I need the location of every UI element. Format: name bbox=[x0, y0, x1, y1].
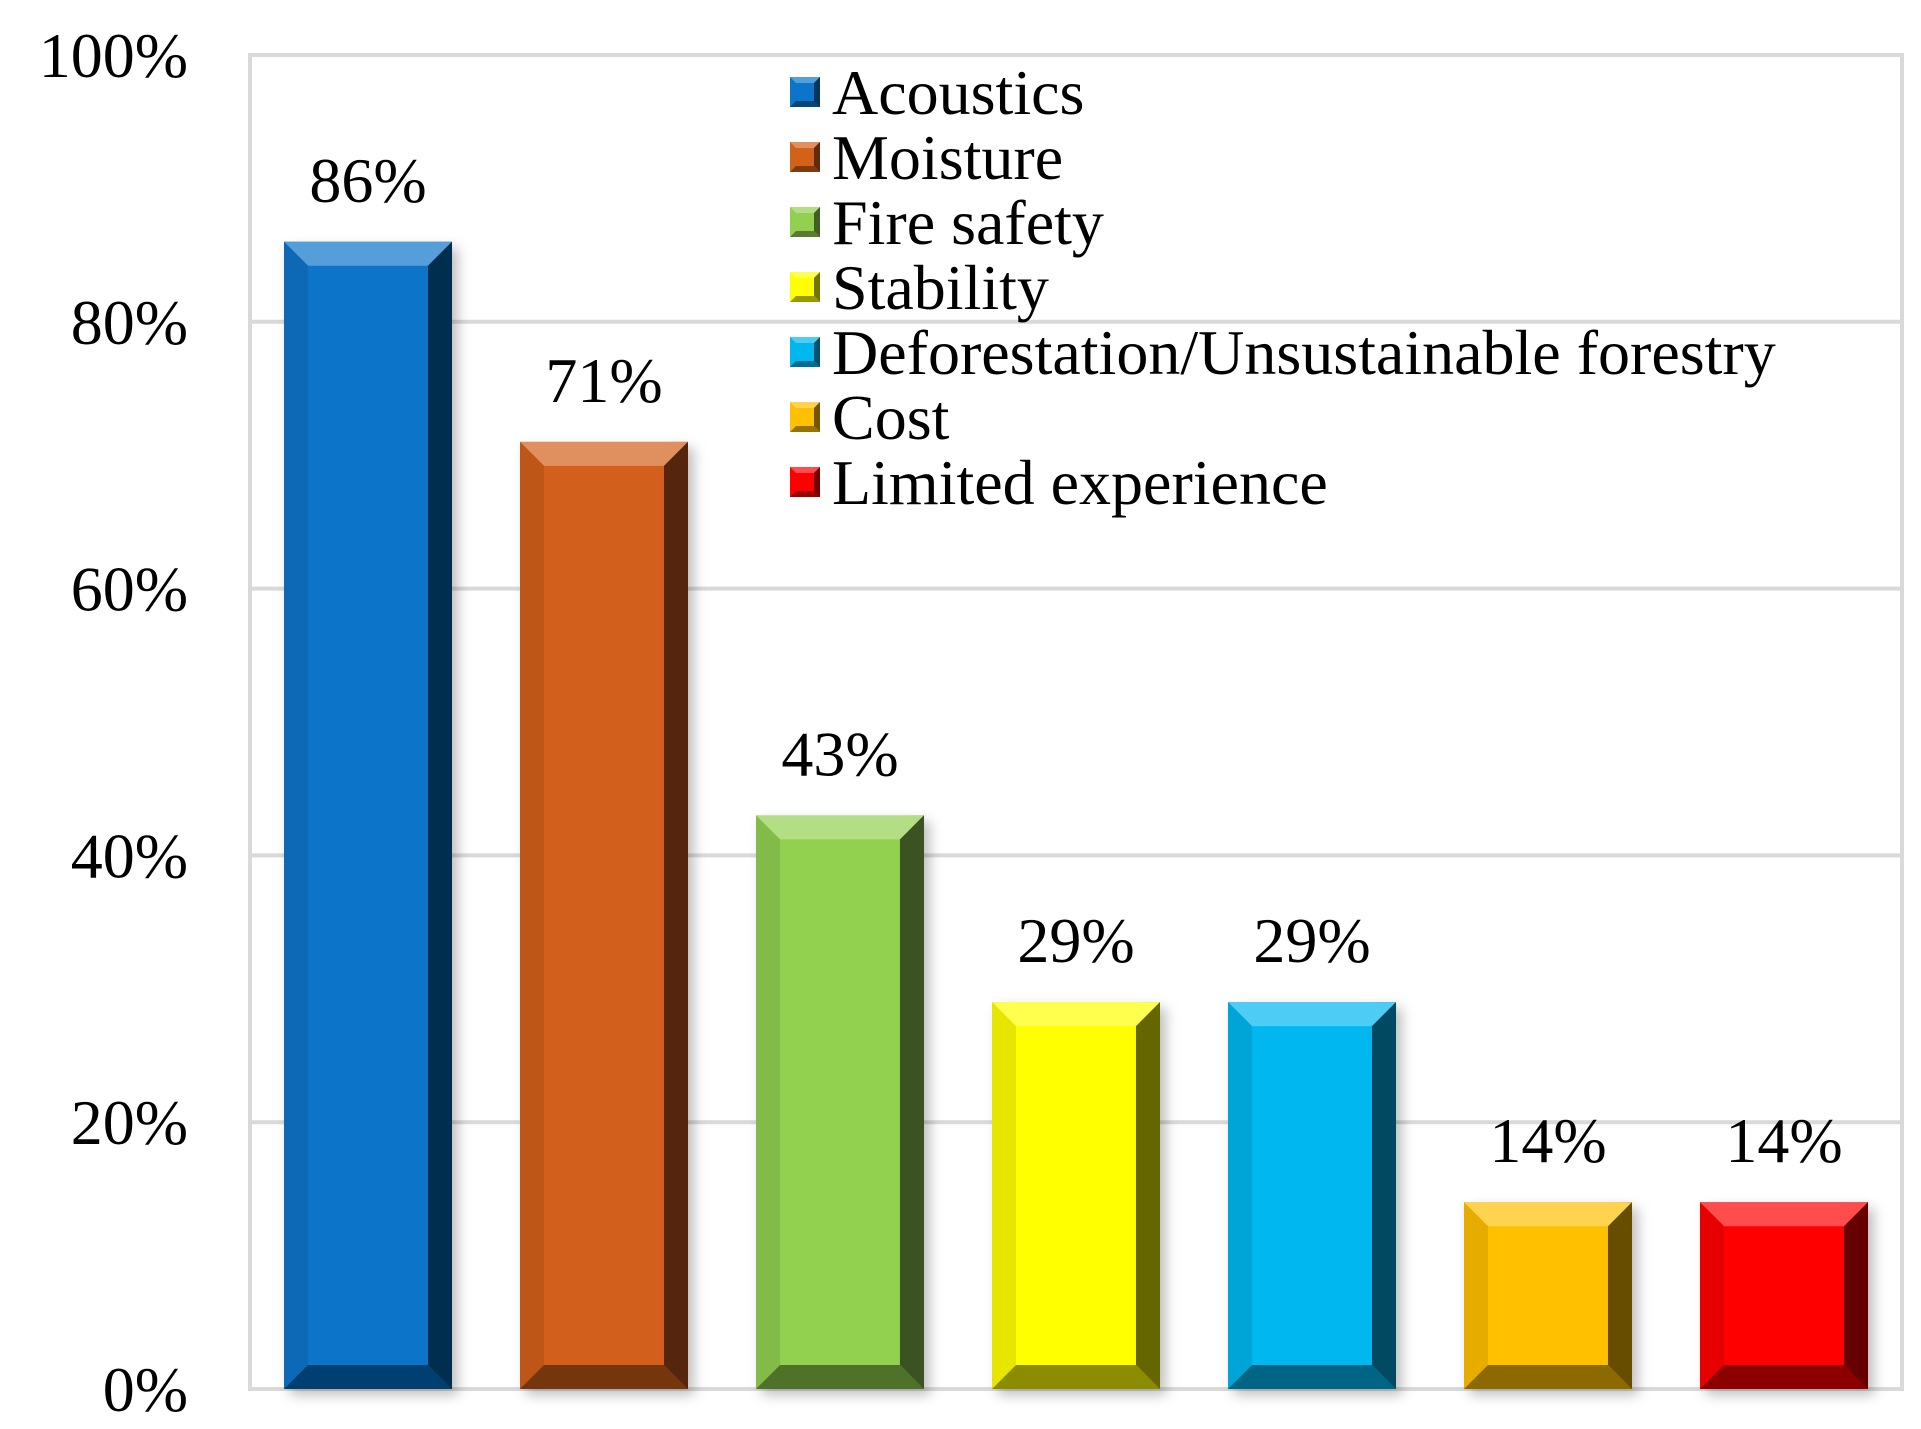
bar bbox=[1464, 1202, 1632, 1389]
bar bbox=[1700, 1202, 1868, 1389]
bar-bevel-right bbox=[900, 815, 924, 1389]
legend-label: Deforestation/Unsustainable forestry bbox=[832, 317, 1776, 388]
data-label: 29% bbox=[1017, 905, 1134, 976]
legend-swatch-bevel bbox=[814, 77, 820, 107]
legend-swatch-bevel bbox=[790, 166, 820, 172]
bar-bevel-top bbox=[1464, 1202, 1632, 1227]
bar-bevel-bottom bbox=[992, 1365, 1160, 1389]
y-tick-label: 20% bbox=[71, 1087, 188, 1158]
legend-item: Acoustics bbox=[790, 57, 1084, 128]
legend-label: Stability bbox=[832, 252, 1049, 323]
legend-swatch-bevel bbox=[790, 142, 820, 148]
bar-bevel-bottom bbox=[1700, 1365, 1868, 1389]
data-labels: 86% 71% 43% 29% 29% 14% 14% bbox=[309, 145, 1842, 1176]
bar-bevel-top bbox=[284, 241, 452, 266]
bar-bevel-right bbox=[1372, 1002, 1396, 1389]
legend-swatch-bevel bbox=[790, 231, 820, 237]
legend-item: Moisture bbox=[790, 122, 1063, 193]
legend-label: Limited experience bbox=[832, 447, 1328, 518]
bar-bevel-top bbox=[520, 441, 688, 466]
legend-swatch-bevel bbox=[814, 337, 820, 367]
legend-swatch-bevel bbox=[790, 296, 820, 302]
bar-bevel-left bbox=[1464, 1202, 1488, 1389]
legend-label: Moisture bbox=[832, 122, 1063, 193]
bar-bevel-top bbox=[756, 815, 924, 840]
bar-bevel-left bbox=[756, 815, 780, 1389]
legend-swatch-bevel bbox=[790, 207, 820, 213]
data-label: 86% bbox=[309, 145, 426, 216]
bar bbox=[1228, 1002, 1396, 1389]
bars bbox=[284, 241, 1868, 1389]
bar-fire-safety bbox=[756, 815, 924, 1389]
bar-acoustics bbox=[284, 241, 452, 1389]
legend-item: Fire safety bbox=[790, 187, 1104, 258]
bar bbox=[520, 441, 688, 1389]
bar-bevel-left bbox=[992, 1002, 1016, 1389]
bar-bevel-left bbox=[284, 241, 308, 1389]
legend-label: Fire safety bbox=[832, 187, 1104, 258]
bar-bevel-right bbox=[1136, 1002, 1160, 1389]
legend-label: Cost bbox=[832, 382, 950, 453]
bar-cost bbox=[1464, 1202, 1632, 1389]
legend-swatch-bevel bbox=[790, 77, 820, 83]
bar-bevel-right bbox=[1608, 1202, 1632, 1389]
legend-item: Limited experience bbox=[790, 447, 1328, 518]
bar bbox=[992, 1002, 1160, 1389]
bar-deforestation-unsustainable-forestry bbox=[1228, 1002, 1396, 1389]
y-tick-label: 100% bbox=[39, 20, 188, 91]
legend-swatch-bevel bbox=[790, 272, 820, 278]
bar bbox=[284, 241, 452, 1389]
legend-item: Deforestation/Unsustainable forestry bbox=[790, 317, 1776, 388]
bar-bevel-top bbox=[1228, 1002, 1396, 1027]
legend-item: Stability bbox=[790, 252, 1049, 323]
bar-bevel-top bbox=[1700, 1202, 1868, 1227]
bar-moisture bbox=[520, 441, 688, 1389]
data-label: 29% bbox=[1253, 905, 1370, 976]
y-tick-label: 80% bbox=[71, 287, 188, 358]
data-label: 71% bbox=[545, 345, 662, 416]
data-label: 14% bbox=[1725, 1105, 1842, 1176]
legend-swatch-bevel bbox=[814, 402, 820, 432]
bar-bevel-left bbox=[1228, 1002, 1252, 1389]
bar-bevel-right bbox=[664, 441, 688, 1389]
legend-swatch-bevel bbox=[790, 337, 820, 343]
bar-bevel-bottom bbox=[520, 1365, 688, 1389]
y-axis: 0% 20% 40% 60% 80% 100% bbox=[39, 20, 188, 1425]
bar-limited-experience bbox=[1700, 1202, 1868, 1389]
bar-bevel-bottom bbox=[284, 1365, 452, 1389]
legend-swatch-bevel bbox=[790, 101, 820, 107]
y-tick-label: 60% bbox=[71, 554, 188, 625]
bar-bevel-left bbox=[1700, 1202, 1724, 1389]
bar-bevel-right bbox=[428, 241, 452, 1389]
legend-swatch-bevel bbox=[814, 467, 820, 497]
bar-bevel-bottom bbox=[756, 1365, 924, 1389]
legend-swatch-bevel bbox=[790, 491, 820, 497]
bar-bevel-top bbox=[992, 1002, 1160, 1027]
bar-bevel-right bbox=[1844, 1202, 1868, 1389]
bar-bevel-bottom bbox=[1464, 1365, 1632, 1389]
legend-swatch-bevel bbox=[790, 402, 820, 408]
bar-bevel-bottom bbox=[1228, 1365, 1396, 1389]
legend-swatch-bevel bbox=[790, 426, 820, 432]
legend-swatch-bevel bbox=[790, 361, 820, 367]
y-tick-label: 40% bbox=[71, 820, 188, 891]
bar-bevel-left bbox=[520, 441, 544, 1389]
legend-swatch-bevel bbox=[790, 467, 820, 473]
legend-swatch-bevel bbox=[814, 272, 820, 302]
bar-stability bbox=[992, 1002, 1160, 1389]
y-tick-label: 0% bbox=[103, 1354, 188, 1425]
legend-item: Cost bbox=[790, 382, 950, 453]
legend-label: Acoustics bbox=[832, 57, 1084, 128]
legend-swatch-bevel bbox=[814, 207, 820, 237]
data-label: 14% bbox=[1489, 1105, 1606, 1176]
bar bbox=[756, 815, 924, 1389]
data-label: 43% bbox=[781, 718, 898, 789]
legend-swatch-bevel bbox=[814, 142, 820, 172]
